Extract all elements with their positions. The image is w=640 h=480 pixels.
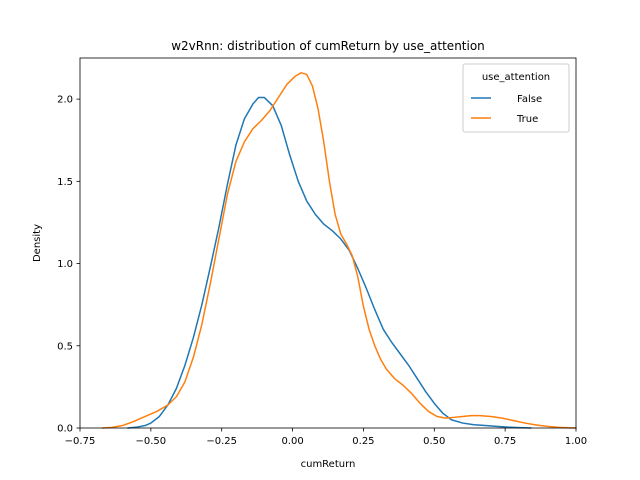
series-line-true (101, 72, 577, 429)
y-tick-label: 0.0 (57, 424, 73, 435)
legend-title: use_attention (482, 72, 550, 83)
y-tick-label: 2.0 (57, 95, 73, 106)
x-axis-label: cumReturn (301, 459, 356, 470)
x-tick-label: −0.75 (65, 436, 96, 447)
x-axis: −0.75 −0.50 −0.25 0.00 0.25 0.50 0.75 1.00 (65, 428, 587, 447)
series-line-false (127, 96, 532, 429)
legend-label-false: False (517, 94, 542, 105)
legend-label-true: True (516, 114, 538, 125)
y-axis: 0.0 0.5 1.0 1.5 2.0 (57, 95, 80, 435)
x-tick-label: 0.25 (352, 436, 374, 447)
x-tick-label: 1.00 (565, 436, 587, 447)
y-tick-label: 1.5 (57, 177, 73, 188)
y-axis-label: Density (32, 224, 43, 262)
legend: use_attention False True (462, 63, 570, 133)
legend-box (462, 63, 570, 133)
x-tick-label: −0.50 (136, 436, 167, 447)
x-tick-label: 0.50 (423, 436, 445, 447)
plot-frame (79, 57, 577, 429)
x-tick-label: −0.25 (206, 436, 237, 447)
x-tick-label: 0.00 (281, 436, 303, 447)
y-tick-label: 0.5 (57, 341, 73, 352)
chart-title: w2vRnn: distribution of cumReturn by use… (171, 39, 485, 53)
plot-area (101, 72, 577, 429)
x-tick-label: 0.75 (494, 436, 516, 447)
y-tick-label: 1.0 (57, 259, 73, 270)
